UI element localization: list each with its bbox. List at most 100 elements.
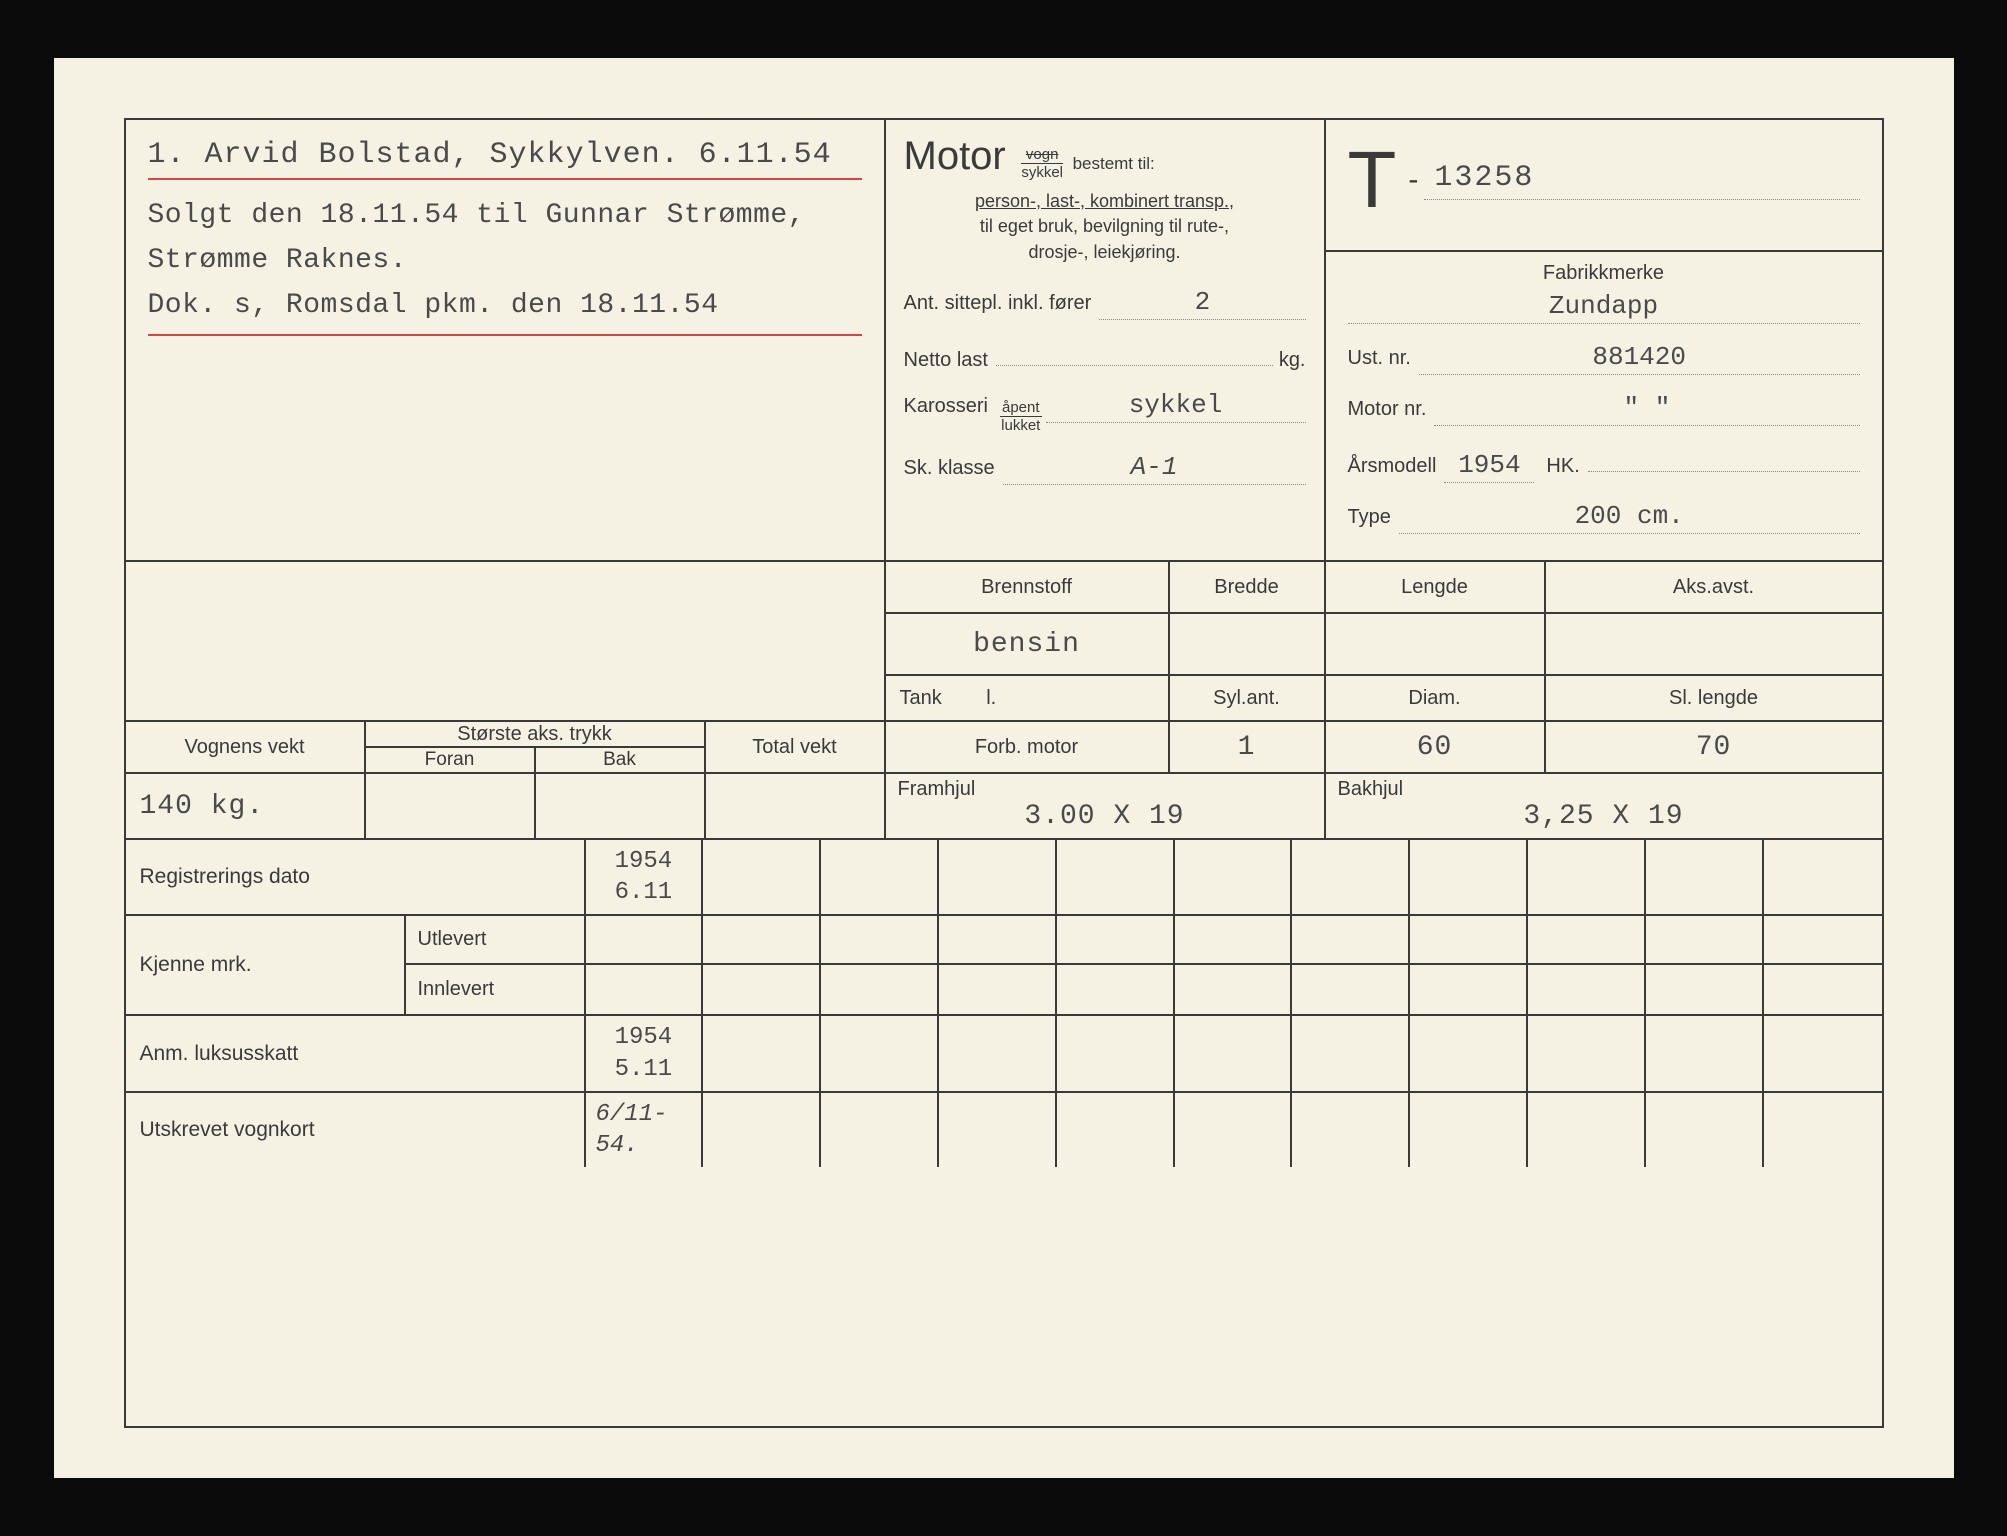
spec-spacer-1 bbox=[126, 560, 886, 614]
owner-section: 1. Arvid Bolstad, Sykkylven. 6.11.54 Sol… bbox=[126, 120, 886, 560]
bredde-value bbox=[1170, 614, 1326, 676]
kjenne-col bbox=[939, 916, 1057, 1014]
arsmodell-label: Årsmodell bbox=[1348, 455, 1437, 478]
motor-desc-l3: drosje-, leiekjøring. bbox=[904, 240, 1306, 265]
weight-value-row: 140 kg. Framhjul 3.00 X 19 Bakhjul 3,25 … bbox=[126, 772, 1882, 840]
kjenne-col bbox=[1646, 916, 1764, 1014]
lengde-header: Lengde bbox=[1326, 560, 1546, 614]
br-empty bbox=[939, 916, 1057, 965]
skklasse-field: Sk. klasse A-1 bbox=[904, 452, 1306, 485]
forb-header: Forb. motor bbox=[886, 722, 1170, 772]
karosseri-label: Karosseri bbox=[904, 395, 988, 418]
totalvekt-header: Total vekt bbox=[706, 722, 886, 772]
anm-value: 1954 5.11 bbox=[586, 1016, 704, 1090]
kjenne-col bbox=[1410, 916, 1528, 1014]
type-value: 200 cm. bbox=[1399, 501, 1860, 534]
br-empty bbox=[1528, 1093, 1646, 1167]
spec-value-row-1: bensin bbox=[126, 614, 1882, 676]
regdato-value: 1954 6.11 bbox=[586, 840, 704, 914]
anm-row: Anm. luksusskatt 1954 5.11 bbox=[126, 1016, 1882, 1092]
kjenne-sublabels: Utlevert Innlevert bbox=[406, 916, 586, 1014]
br-empty bbox=[821, 1093, 939, 1167]
motor-title: Motor bbox=[904, 134, 1006, 179]
tank-header: Tank l. bbox=[886, 676, 1170, 722]
fabrikk-label: Fabrikkmerke bbox=[1348, 262, 1860, 285]
kjenne-col bbox=[1175, 916, 1293, 1014]
owner-line-1: 1. Arvid Bolstad, Sykkylven. 6.11.54 bbox=[148, 138, 862, 180]
netto-label: Netto last bbox=[904, 349, 988, 372]
br-empty bbox=[821, 965, 939, 1014]
br-empty bbox=[586, 916, 704, 965]
apent-lukket-fraction: åpent lukket bbox=[1000, 399, 1042, 434]
seats-field: Ant. sittepl. inkl. fører 2 bbox=[904, 287, 1306, 320]
anm-year: 1954 bbox=[615, 1022, 673, 1053]
kjenne-col bbox=[1292, 916, 1410, 1014]
lengde-value bbox=[1326, 614, 1546, 676]
br-empty bbox=[1057, 1016, 1175, 1090]
br-empty bbox=[1646, 965, 1764, 1014]
br-empty bbox=[1057, 1093, 1175, 1167]
lukket-label: lukket bbox=[1000, 417, 1042, 434]
bakhjul-value: 3,25 X 19 bbox=[1338, 801, 1870, 832]
br-empty bbox=[1410, 965, 1528, 1014]
kjenne-col bbox=[1057, 916, 1175, 1014]
br-empty bbox=[1410, 840, 1528, 914]
motor-desc-l2: til eget bruk, bevilgning til rute-, bbox=[904, 214, 1306, 239]
br-empty bbox=[1175, 916, 1293, 965]
reg-prefix-T: T bbox=[1348, 134, 1397, 226]
weight-header-row: Vognens vekt Største aks. trykk Foran Ba… bbox=[126, 722, 1882, 772]
br-empty bbox=[1646, 1016, 1764, 1090]
br-empty bbox=[939, 840, 1057, 914]
vognvekt-header: Vognens vekt bbox=[126, 722, 366, 772]
sl-header: Sl. lengde bbox=[1546, 676, 1882, 722]
kjenne-row: Kjenne mrk. Utlevert Innlevert bbox=[126, 916, 1882, 1016]
owner-note-l1: Solgt den 18.11.54 til Gunnar Strømme, bbox=[148, 194, 862, 239]
br-empty bbox=[703, 1093, 821, 1167]
aksavst-header: Aks.avst. bbox=[1546, 560, 1882, 614]
bakhjul-header: Bakhjul bbox=[1338, 778, 1870, 801]
br-empty bbox=[1175, 840, 1293, 914]
br-empty bbox=[1175, 965, 1293, 1014]
vognkort-value: 6/11-54. bbox=[586, 1093, 704, 1167]
br-empty bbox=[1292, 840, 1410, 914]
netto-field: Netto last kg. bbox=[904, 338, 1306, 372]
seats-value: 2 bbox=[1099, 287, 1305, 320]
vognvekt-value: 140 kg. bbox=[126, 774, 366, 838]
karosseri-value: sykkel bbox=[1046, 390, 1306, 423]
br-empty bbox=[1292, 916, 1410, 965]
registration-section: T - 13258 Fabrikkmerke Zundapp Ust. nr. … bbox=[1326, 120, 1882, 560]
bakhjul-cell: Bakhjul 3,25 X 19 bbox=[1326, 774, 1882, 838]
foran-header: Foran bbox=[366, 748, 536, 772]
apent-label: åpent bbox=[1000, 399, 1042, 417]
br-empty bbox=[1292, 1016, 1410, 1090]
netto-value bbox=[996, 338, 1273, 366]
sl-value: 70 bbox=[1546, 722, 1882, 772]
card-frame: 1. Arvid Bolstad, Sykkylven. 6.11.54 Sol… bbox=[124, 118, 1884, 1428]
syl-header: Syl.ant. bbox=[1170, 676, 1326, 722]
sykkel-label: sykkel bbox=[1021, 164, 1063, 181]
skklasse-value: A-1 bbox=[1003, 452, 1306, 485]
utlevert-label: Utlevert bbox=[406, 916, 586, 965]
reg-number-value: 13258 bbox=[1424, 161, 1859, 200]
totalvekt-value bbox=[706, 774, 886, 838]
framhjul-header: Framhjul bbox=[898, 778, 1312, 801]
regdato-label: Registrerings dato bbox=[126, 840, 586, 914]
bestemt-label: bestemt til: bbox=[1073, 154, 1155, 174]
spec-spacer-2 bbox=[126, 614, 886, 676]
br-empty bbox=[1646, 840, 1764, 914]
karosseri-field: Karosseri åpent lukket sykkel bbox=[904, 390, 1306, 434]
bak-value bbox=[536, 774, 706, 838]
br-empty bbox=[1410, 1093, 1528, 1167]
vogn-strike: vogn bbox=[1021, 146, 1063, 164]
br-empty bbox=[1410, 916, 1528, 965]
owner-note-l3: Dok. s, Romsdal pkm. den 18.11.54 bbox=[148, 284, 862, 337]
br-empty bbox=[1410, 1016, 1528, 1090]
vognkort-row: Utskrevet vognkort 6/11-54. bbox=[126, 1093, 1882, 1167]
registration-card: 1. Arvid Bolstad, Sykkylven. 6.11.54 Sol… bbox=[54, 58, 1954, 1478]
br-empty bbox=[703, 965, 821, 1014]
top-row: 1. Arvid Bolstad, Sykkylven. 6.11.54 Sol… bbox=[126, 120, 1882, 560]
br-empty bbox=[1646, 916, 1764, 965]
br-empty bbox=[703, 840, 821, 914]
registration-number: T - 13258 bbox=[1348, 134, 1860, 226]
ust-label: Ust. nr. bbox=[1348, 347, 1411, 370]
